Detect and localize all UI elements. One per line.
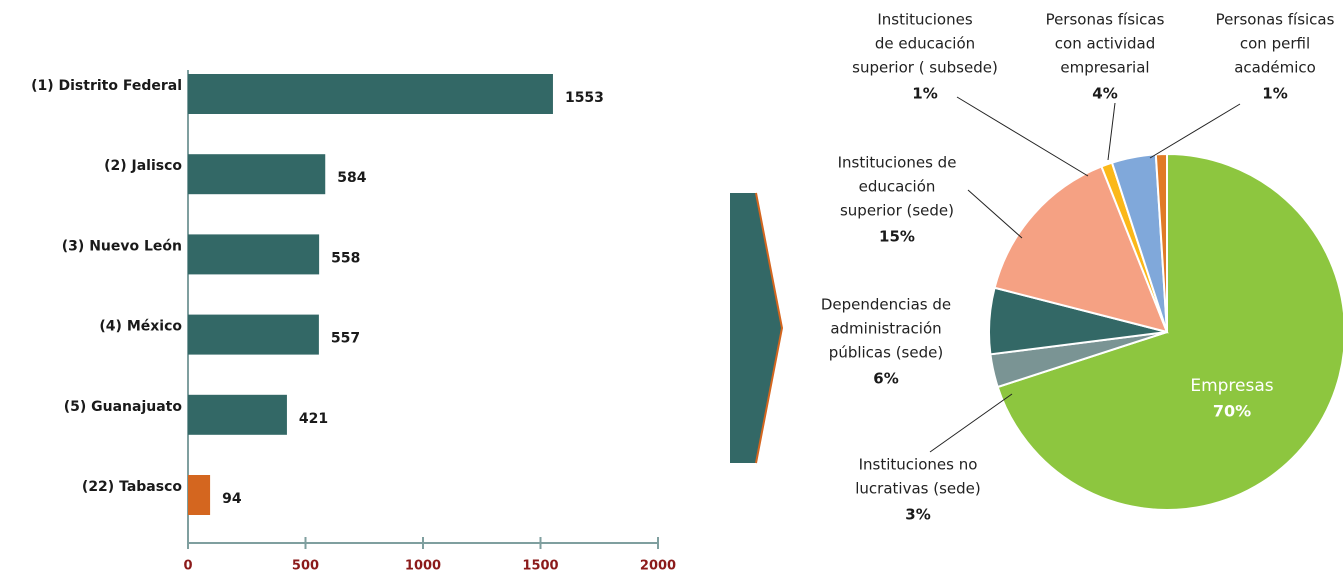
- slice-label: superior (sede): [840, 202, 954, 220]
- x-tick-label: 500: [292, 559, 319, 573]
- slice-value: 6%: [873, 370, 898, 388]
- value-label: 558: [331, 250, 360, 266]
- category-label: (3) Nuevo León: [62, 238, 182, 254]
- pie-slice: [996, 152, 1343, 511]
- slice-label: Instituciones: [877, 11, 973, 29]
- chevron: [730, 193, 782, 463]
- bar: [188, 475, 211, 515]
- slice-label: lucrativas (sede): [855, 480, 980, 498]
- category-label: (22) Tabasco: [82, 479, 182, 495]
- value-label: 584: [337, 170, 366, 186]
- category-label: (4) México: [99, 319, 182, 335]
- slice-label: educación: [859, 178, 936, 196]
- x-tick-label: 1500: [522, 559, 558, 573]
- slice-label: administración: [830, 320, 941, 338]
- value-label: 557: [331, 331, 360, 347]
- slice-label: Personas físicas: [1046, 11, 1165, 29]
- leader-line: [1107, 102, 1116, 161]
- category-label: (5) Guanajuato: [64, 399, 183, 415]
- slice-label: empresarial: [1060, 59, 1149, 77]
- slice-value: 1%: [912, 85, 937, 103]
- bar: [188, 74, 553, 114]
- bar: [188, 234, 320, 275]
- leader-line: [956, 96, 1089, 177]
- x-tick-label: 1000: [405, 559, 441, 573]
- slice-value: 15%: [879, 228, 915, 246]
- chevron-edge: [755, 192, 784, 464]
- x-tick-label: 0: [183, 559, 192, 573]
- bar: [188, 154, 326, 195]
- slice-label: académico: [1234, 59, 1316, 77]
- slice-value: 70%: [1213, 402, 1251, 421]
- pie-slice: [993, 165, 1169, 334]
- slice-label: con perfil: [1240, 35, 1310, 53]
- slice-label: públicas (sede): [829, 344, 943, 362]
- slice-label: superior ( subsede): [852, 59, 998, 77]
- leader-line: [929, 393, 1013, 453]
- value-label: 94: [222, 491, 242, 507]
- slice-value: 1%: [1262, 85, 1287, 103]
- category-label: (1) Distrito Federal: [31, 78, 182, 94]
- leader-line: [1149, 103, 1241, 159]
- category-label: (2) Jalisco: [104, 158, 182, 174]
- slice-label: Empresas: [1190, 376, 1273, 396]
- slice-value: 4%: [1092, 85, 1117, 103]
- bar: [188, 314, 319, 355]
- value-label: 1553: [565, 90, 604, 106]
- value-label: 421: [299, 411, 328, 427]
- x-tick-label: 2000: [640, 559, 676, 573]
- slice-label: con actividad: [1055, 35, 1155, 53]
- leader-line: [967, 189, 1023, 239]
- bar: [188, 394, 287, 435]
- slice-label: Instituciones de: [838, 154, 957, 172]
- slice-label: Dependencias de: [821, 296, 951, 314]
- slice-label: Instituciones no: [859, 456, 978, 474]
- slice-value: 3%: [905, 506, 930, 524]
- slice-label: de educación: [875, 35, 975, 53]
- slice-label: Personas físicas: [1216, 11, 1335, 29]
